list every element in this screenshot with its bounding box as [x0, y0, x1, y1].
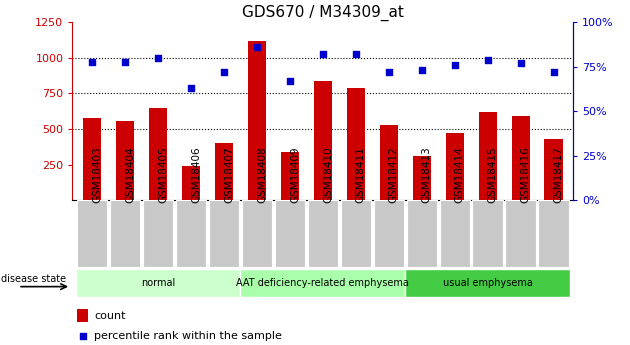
- Bar: [405, 269, 570, 297]
- Point: [351, 52, 361, 57]
- Point: [78, 333, 88, 339]
- Bar: [539, 200, 569, 267]
- Text: GSM18409: GSM18409: [290, 147, 300, 204]
- Point: [153, 55, 163, 61]
- Text: usual emphysema: usual emphysema: [443, 278, 532, 288]
- Text: GSM18408: GSM18408: [257, 147, 267, 204]
- Bar: [374, 200, 404, 267]
- Bar: [544, 139, 563, 200]
- Text: normal: normal: [141, 278, 175, 288]
- Bar: [182, 166, 200, 200]
- Text: disease state: disease state: [1, 274, 67, 284]
- Point: [318, 52, 328, 57]
- Bar: [505, 200, 536, 267]
- Text: GSM18414: GSM18414: [455, 147, 465, 204]
- Bar: [209, 200, 239, 267]
- Bar: [380, 125, 398, 200]
- Bar: [346, 88, 365, 200]
- Point: [416, 68, 427, 73]
- Bar: [512, 116, 530, 200]
- Text: GSM18410: GSM18410: [323, 147, 333, 204]
- Bar: [83, 118, 101, 200]
- Text: GSM18415: GSM18415: [488, 147, 498, 204]
- Point: [483, 57, 493, 62]
- Bar: [307, 200, 338, 267]
- Text: AAT deficiency-related emphysema: AAT deficiency-related emphysema: [236, 278, 410, 288]
- Point: [219, 69, 229, 75]
- Bar: [242, 200, 272, 267]
- Bar: [479, 112, 496, 200]
- Bar: [413, 156, 431, 200]
- Point: [87, 59, 97, 64]
- Bar: [275, 200, 305, 267]
- Bar: [445, 133, 464, 200]
- Point: [186, 86, 196, 91]
- Bar: [77, 200, 107, 267]
- Bar: [241, 269, 405, 297]
- Bar: [176, 200, 206, 267]
- Bar: [77, 309, 88, 322]
- Text: GSM18407: GSM18407: [224, 147, 234, 204]
- Point: [515, 60, 525, 66]
- Text: GSM18405: GSM18405: [158, 147, 168, 204]
- Bar: [341, 200, 371, 267]
- Text: GSM18413: GSM18413: [421, 147, 432, 204]
- Title: GDS670 / M34309_at: GDS670 / M34309_at: [242, 5, 404, 21]
- Text: GSM18417: GSM18417: [554, 147, 563, 204]
- Point: [252, 45, 262, 50]
- Bar: [110, 200, 140, 267]
- Text: GSM18404: GSM18404: [125, 147, 135, 204]
- Text: GSM18416: GSM18416: [520, 147, 530, 204]
- Bar: [440, 200, 470, 267]
- Bar: [143, 200, 173, 267]
- Bar: [314, 81, 332, 200]
- Bar: [76, 269, 241, 297]
- Bar: [406, 200, 437, 267]
- Bar: [248, 41, 266, 200]
- Text: GSM18411: GSM18411: [356, 147, 366, 204]
- Point: [549, 69, 559, 75]
- Text: percentile rank within the sample: percentile rank within the sample: [94, 331, 282, 341]
- Bar: [149, 108, 167, 200]
- Text: GSM18406: GSM18406: [191, 147, 201, 204]
- Bar: [116, 120, 134, 200]
- Point: [384, 69, 394, 75]
- Point: [285, 78, 295, 84]
- Bar: [472, 200, 503, 267]
- Bar: [215, 143, 233, 200]
- Text: GSM18412: GSM18412: [389, 147, 399, 204]
- Point: [450, 62, 460, 68]
- Text: GSM18403: GSM18403: [92, 147, 102, 204]
- Point: [120, 59, 130, 64]
- Bar: [281, 152, 299, 200]
- Text: count: count: [94, 310, 126, 321]
